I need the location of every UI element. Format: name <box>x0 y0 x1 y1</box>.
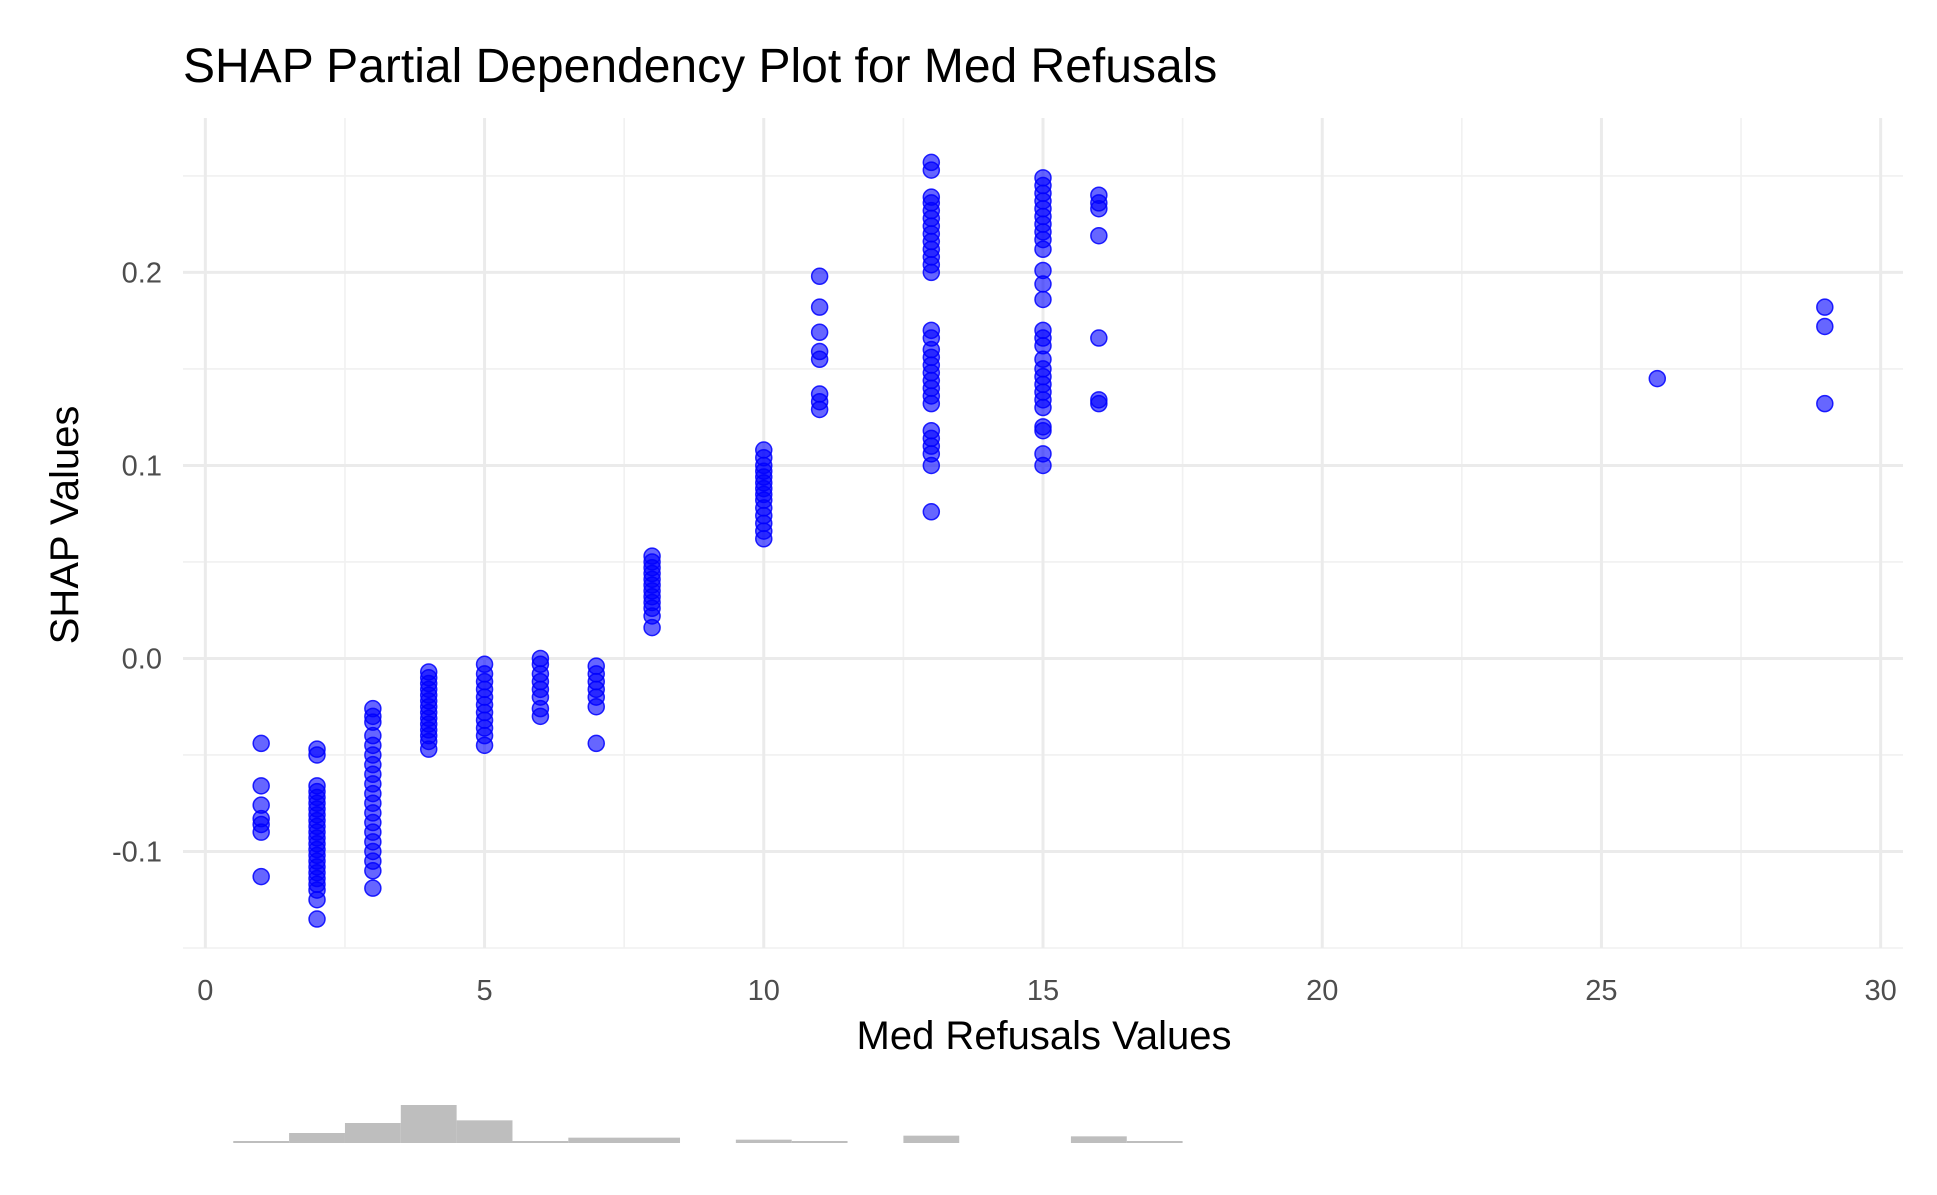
scatter-point <box>810 267 829 286</box>
histogram-bar <box>1070 1136 1127 1143</box>
x-tick-label: 20 <box>1306 975 1338 1007</box>
histogram-bar <box>735 1139 792 1143</box>
scatter-point <box>308 746 326 764</box>
scatter-points <box>252 153 1834 928</box>
scatter-point <box>922 161 941 179</box>
x-tick-label: 0 <box>197 975 213 1007</box>
histogram-bar <box>344 1123 401 1143</box>
histogram-bar <box>903 1135 960 1143</box>
x-tick-label: 25 <box>1585 975 1617 1007</box>
scatter-point <box>252 734 270 753</box>
histogram-bar <box>400 1105 457 1143</box>
y-tick-label: 0.1 <box>122 450 162 482</box>
histogram-bar <box>233 1141 290 1143</box>
scatter-point <box>475 736 494 755</box>
histogram-bar <box>791 1141 848 1143</box>
scatter-point <box>252 777 270 795</box>
scatter-point <box>1816 394 1834 413</box>
scatter-point <box>1034 421 1052 440</box>
y-tick-label: -0.1 <box>112 836 162 868</box>
histogram-bar <box>1126 1141 1183 1143</box>
scatter-point <box>531 707 550 726</box>
scatter-point <box>922 503 941 521</box>
scatter-point <box>587 697 605 716</box>
scatter-point <box>1090 199 1108 218</box>
scatter-point <box>364 879 382 897</box>
scatter-point <box>1034 398 1052 417</box>
scatter-point <box>1034 275 1052 293</box>
scatter-point <box>1034 240 1052 259</box>
x-tick-label: 30 <box>1865 975 1897 1007</box>
scatter-point <box>252 823 270 841</box>
histogram-bar <box>568 1137 681 1143</box>
scatter-point <box>810 350 829 369</box>
scatter-point <box>308 910 326 928</box>
y-axis-title: SHAP Values <box>43 406 87 645</box>
scatter-point <box>1816 317 1834 336</box>
scatter-point <box>1648 369 1667 388</box>
y-tick-label: 0.2 <box>122 257 162 289</box>
x-tick-label: 15 <box>1027 975 1059 1007</box>
scatter-point <box>922 263 941 282</box>
scatter-point <box>810 400 829 419</box>
scatter-point <box>755 530 773 548</box>
scatter-point <box>810 298 829 316</box>
scatter-point <box>419 740 438 758</box>
scatter-point <box>364 862 382 880</box>
scatter-point <box>1090 226 1108 245</box>
histogram-bar <box>289 1133 345 1143</box>
scatter-point <box>252 867 270 886</box>
x-tick-label: 10 <box>748 975 780 1007</box>
chart-title: SHAP Partial Dependency Plot for Med Ref… <box>183 40 1217 93</box>
x-axis-title: Med Refusals Values <box>857 1014 1232 1058</box>
tick-labels: 0 5 10 15 20 25 30 -0.1 0.0 0.1 0.2 <box>112 257 1897 1007</box>
scatter-point <box>308 890 326 909</box>
y-tick-label: 0.0 <box>122 643 162 675</box>
scatter-point <box>643 618 661 637</box>
scatter-point <box>1034 456 1052 475</box>
scatter-point <box>1034 290 1052 309</box>
scatter-point <box>922 456 941 475</box>
histogram-bar <box>456 1120 513 1143</box>
histogram-bar <box>512 1141 569 1143</box>
scatter-point <box>1816 298 1834 316</box>
marginal-histogram <box>233 1105 1183 1143</box>
scatter-point <box>587 734 605 753</box>
scatter-point <box>810 323 829 342</box>
scatter-point <box>1090 394 1108 413</box>
x-tick-label: 5 <box>476 975 492 1007</box>
scatter-point <box>1090 329 1108 347</box>
scatter-point <box>922 394 941 413</box>
